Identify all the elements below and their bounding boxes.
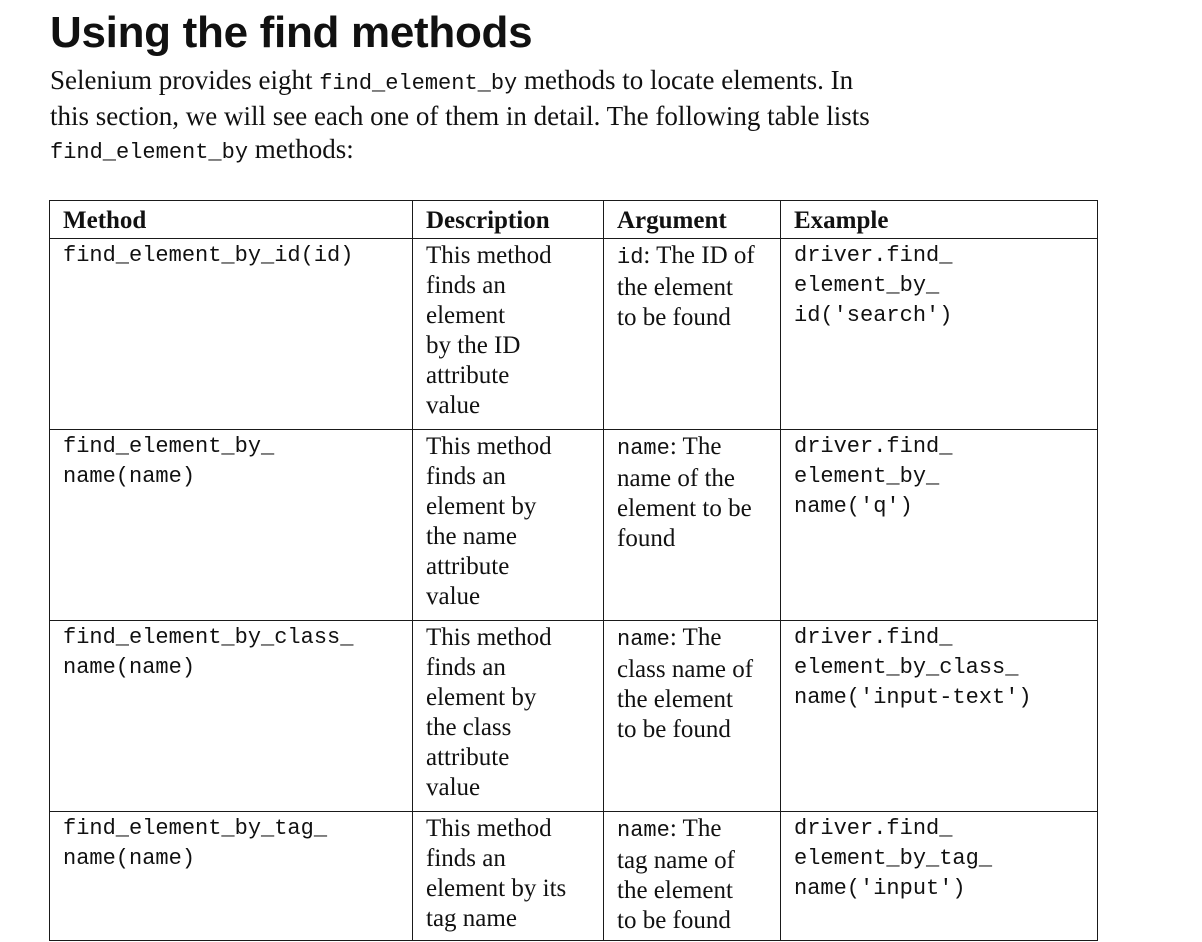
argument-text: : The ID of the element to be found [617, 242, 755, 331]
column-header-argument: Argument [603, 200, 781, 239]
column-header-method: Method [49, 200, 413, 239]
inline-code: find_element_by [319, 71, 518, 96]
argument-name: id [617, 245, 644, 270]
intro-line-1: Selenium provides eight find_element_by … [50, 64, 1010, 100]
argument-cell: name: The tag name of the element to be … [603, 811, 781, 941]
argument-name: name [617, 818, 670, 843]
argument-cell: id: The ID of the element to be found [603, 238, 781, 430]
intro-text: Selenium provides eight [50, 65, 320, 95]
argument-text: : The tag name of the element to be foun… [617, 815, 736, 934]
argument-cell: name: The class name of the element to b… [603, 620, 781, 812]
column-header-example: Example [780, 200, 1098, 239]
intro-text: methods to locate elements. In [517, 65, 854, 95]
table-row: find_element_by_tag_ name(name) This met… [49, 811, 1098, 941]
description-cell: This method finds an element by the ID a… [412, 238, 604, 430]
intro-paragraph: Selenium provides eight find_element_by … [50, 64, 1010, 169]
method-cell: find_element_by_class_ name(name) [49, 620, 413, 812]
table-row: find_element_by_id(id) This method finds… [49, 238, 1098, 430]
inline-code: find_element_by [50, 140, 249, 165]
find-methods-table: Method Description Argument Example find… [49, 200, 1098, 941]
argument-name: name [617, 436, 670, 461]
example-cell: driver.find_ element_by_ id('search') [780, 238, 1098, 430]
table-row: find_element_by_class_ name(name) This m… [49, 620, 1098, 812]
intro-line-3: find_element_by methods: [50, 133, 1010, 169]
column-header-description: Description [412, 200, 604, 239]
argument-text: : The name of the element to be found [617, 433, 752, 552]
intro-line-2: this section, we will see each one of th… [50, 101, 870, 131]
example-cell: driver.find_ element_by_ name('q') [780, 429, 1098, 621]
description-cell: This method finds an element by the name… [412, 429, 604, 621]
method-cell: find_element_by_ name(name) [49, 429, 413, 621]
table-header-row: Method Description Argument Example [49, 200, 1098, 239]
table-row: find_element_by_ name(name) This method … [49, 429, 1098, 621]
method-cell: find_element_by_id(id) [49, 238, 413, 430]
example-cell: driver.find_ element_by_class_ name('inp… [780, 620, 1098, 812]
intro-text: methods: [248, 134, 354, 164]
argument-text: : The class name of the element to be fo… [617, 624, 754, 743]
argument-name: name [617, 627, 670, 652]
section-heading: Using the find methods [50, 8, 533, 57]
description-cell: This method finds an element by its tag … [412, 811, 604, 941]
method-cell: find_element_by_tag_ name(name) [49, 811, 413, 941]
argument-cell: name: The name of the element to be foun… [603, 429, 781, 621]
example-cell: driver.find_ element_by_tag_ name('input… [780, 811, 1098, 941]
description-cell: This method finds an element by the clas… [412, 620, 604, 812]
